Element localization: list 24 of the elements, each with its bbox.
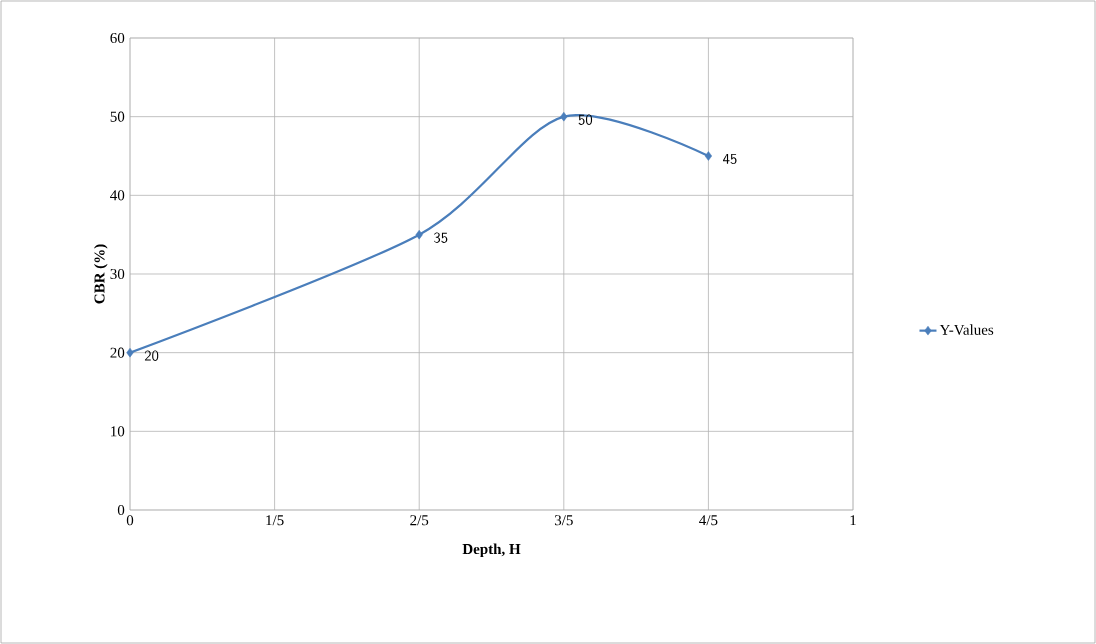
x-tick-label: 2/5 xyxy=(410,515,429,526)
point xyxy=(126,347,134,358)
y-tick-label: 30 xyxy=(110,268,125,280)
y-tick-label: 0 xyxy=(117,504,125,516)
data-label: 50 xyxy=(578,114,593,125)
x-tick-label: 1/5 xyxy=(266,515,284,526)
data-label: 45 xyxy=(723,153,737,165)
point xyxy=(560,111,568,122)
data-label: 20 xyxy=(144,350,159,361)
y-axis-title: CBR (%) xyxy=(94,244,108,304)
point xyxy=(704,151,713,161)
x-tick-label: 0 xyxy=(126,515,134,526)
x-tick-label: 3/5 xyxy=(554,515,573,526)
data-label: 35 xyxy=(434,232,448,243)
x-axis-title: Depth, H xyxy=(462,543,521,558)
y-tick-label: 60 xyxy=(110,32,125,44)
y-tick-label: 10 xyxy=(111,426,125,437)
point xyxy=(415,229,423,240)
x-tick-label: 1 xyxy=(850,515,856,526)
y-tick-label: 40 xyxy=(110,190,125,201)
legend-label: Y-Values xyxy=(939,324,994,335)
x-tick-label: 4/5 xyxy=(699,515,718,526)
y-tick-label: 50 xyxy=(110,111,125,122)
y-tick-label: 20 xyxy=(110,347,125,358)
